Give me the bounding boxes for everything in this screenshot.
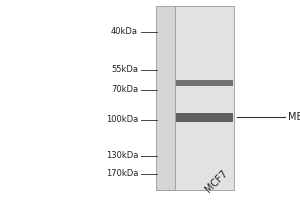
Text: 55kDa: 55kDa: [111, 66, 138, 74]
Bar: [176, 112, 232, 122]
Text: 40kDa: 40kDa: [111, 27, 138, 36]
Bar: [176, 80, 232, 86]
Bar: [156, 6, 175, 190]
Text: 100kDa: 100kDa: [106, 116, 138, 124]
Text: 70kDa: 70kDa: [111, 85, 138, 94]
Text: 130kDa: 130kDa: [106, 152, 138, 160]
Text: 170kDa: 170kDa: [106, 170, 138, 178]
Bar: [174, 6, 234, 190]
Text: METTL13: METTL13: [288, 112, 300, 122]
Text: MCF7: MCF7: [203, 168, 229, 194]
